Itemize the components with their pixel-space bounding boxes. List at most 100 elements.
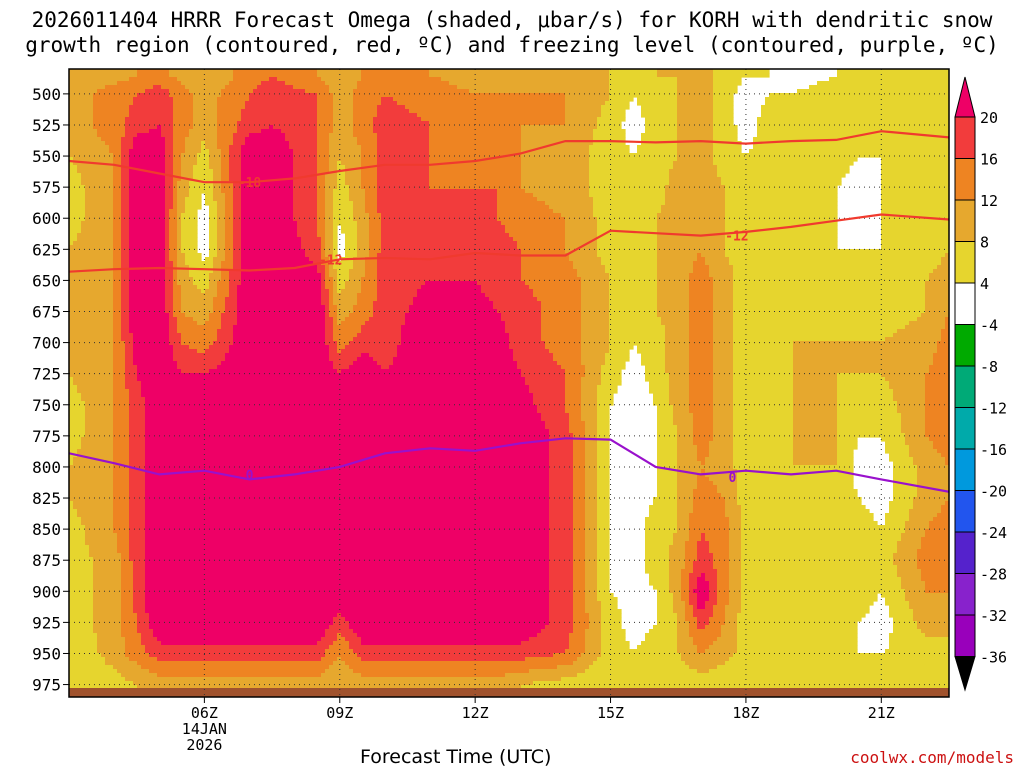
omega-cell bbox=[129, 325, 170, 330]
omega-cell bbox=[705, 649, 738, 654]
omega-cell bbox=[213, 173, 222, 178]
omega-cell bbox=[565, 401, 582, 406]
omega-cell bbox=[585, 505, 598, 510]
omega-cell bbox=[697, 605, 706, 610]
omega-cell bbox=[725, 213, 838, 218]
omega-cell bbox=[73, 377, 114, 382]
omega-cell bbox=[657, 589, 670, 594]
omega-cell bbox=[173, 261, 178, 266]
omega-cell bbox=[597, 477, 610, 482]
omega-cell bbox=[241, 225, 298, 230]
omega-cell bbox=[69, 217, 86, 222]
omega-cell bbox=[889, 385, 926, 390]
omega-cell bbox=[585, 473, 598, 478]
omega-cell bbox=[317, 197, 326, 202]
x-tick-label: 06Z bbox=[191, 704, 218, 722]
omega-cell bbox=[317, 265, 326, 270]
omega-cell bbox=[113, 273, 122, 278]
omega-cell bbox=[69, 581, 94, 586]
omega-cell bbox=[925, 381, 949, 386]
colorbar-box bbox=[954, 531, 976, 574]
omega-cell bbox=[129, 197, 166, 202]
omega-cell bbox=[69, 505, 74, 510]
omega-cell bbox=[317, 129, 334, 134]
omega-cell bbox=[421, 117, 566, 122]
omega-cell bbox=[113, 329, 122, 334]
omega-cell bbox=[325, 237, 334, 242]
omega-cell bbox=[233, 245, 242, 250]
omega-cell bbox=[669, 561, 686, 566]
omega-cell bbox=[793, 341, 938, 346]
omega-cell bbox=[81, 521, 114, 526]
omega-cell bbox=[85, 189, 114, 194]
omega-cell bbox=[753, 141, 949, 146]
omega-cell bbox=[173, 113, 194, 118]
omega-cell bbox=[733, 289, 926, 294]
omega-cell bbox=[225, 309, 238, 314]
omega-cell bbox=[113, 409, 130, 414]
omega-cell bbox=[69, 197, 86, 202]
omega-cell bbox=[125, 357, 134, 362]
omega-cell bbox=[377, 281, 426, 286]
omega-cell bbox=[549, 553, 574, 558]
omega-cell bbox=[549, 545, 574, 550]
omega-cell bbox=[181, 293, 218, 298]
omega-cell bbox=[657, 621, 678, 626]
omega-cell bbox=[733, 313, 922, 318]
omega-cell bbox=[733, 277, 930, 282]
omega-cell bbox=[125, 133, 138, 138]
omega-cell bbox=[729, 597, 742, 602]
omega-cell bbox=[297, 233, 318, 238]
omega-cell bbox=[321, 261, 330, 266]
credit-link[interactable]: coolwx.com/models bbox=[850, 748, 1014, 767]
omega-cell bbox=[121, 241, 130, 246]
omega-cell bbox=[165, 269, 174, 274]
omega-cell bbox=[689, 385, 714, 390]
omega-cell bbox=[209, 253, 218, 258]
omega-cell bbox=[729, 577, 742, 582]
omega-cell bbox=[69, 517, 82, 522]
omega-cell bbox=[581, 397, 598, 402]
omega-cell bbox=[689, 401, 714, 406]
omega-cell bbox=[317, 641, 334, 646]
omega-cell bbox=[333, 333, 358, 338]
omega-cell bbox=[713, 105, 734, 110]
omega-cell bbox=[897, 545, 922, 550]
omega-cell bbox=[521, 373, 566, 378]
omega-cell bbox=[509, 337, 542, 342]
omega-cell bbox=[597, 589, 610, 594]
omega-cell bbox=[85, 525, 114, 530]
omega-cell bbox=[241, 249, 306, 254]
omega-cell bbox=[713, 557, 730, 562]
omega-cell bbox=[125, 341, 134, 346]
contour-label: -12 bbox=[725, 230, 748, 245]
omega-cell bbox=[665, 353, 690, 358]
omega-cell bbox=[185, 257, 202, 262]
omega-cell bbox=[597, 529, 610, 534]
omega-cell bbox=[169, 237, 178, 242]
omega-cell bbox=[689, 297, 714, 302]
omega-cell bbox=[837, 385, 890, 390]
omega-cell bbox=[69, 209, 86, 214]
omega-cell bbox=[169, 317, 178, 322]
omega-cell bbox=[657, 417, 674, 422]
omega-cell bbox=[317, 101, 334, 106]
omega-cell bbox=[329, 85, 358, 90]
omega-cell bbox=[589, 161, 674, 166]
omega-cell bbox=[657, 609, 674, 614]
omega-cell bbox=[357, 633, 538, 638]
omega-cell bbox=[173, 101, 194, 106]
omega-cell bbox=[153, 85, 162, 90]
omega-cell bbox=[293, 213, 318, 218]
omega-cell bbox=[545, 201, 594, 206]
omega-cell bbox=[657, 601, 674, 606]
omega-cell bbox=[609, 309, 658, 314]
omega-cell bbox=[173, 265, 178, 270]
omega-cell bbox=[537, 297, 582, 302]
omega-cell bbox=[169, 225, 178, 230]
omega-cell bbox=[221, 165, 230, 170]
omega-cell bbox=[225, 197, 234, 202]
omega-cell bbox=[665, 365, 690, 370]
omega-cell bbox=[165, 241, 170, 246]
omega-cell bbox=[133, 361, 178, 366]
